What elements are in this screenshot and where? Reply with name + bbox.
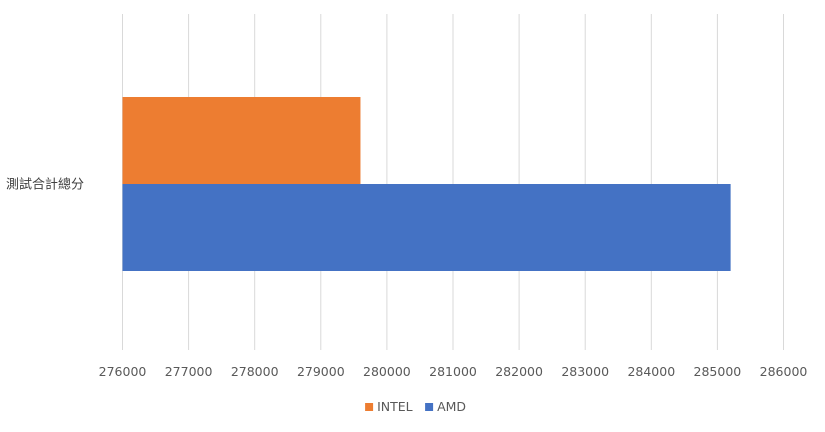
x-axis: 276000 277000 278000 279000 280000 281000 2820… [99, 364, 808, 379]
x-tick-label: 286000 [760, 364, 808, 379]
legend-swatch-amd [425, 403, 434, 411]
legend: INTEL AMD [365, 399, 466, 414]
bar-amd [122, 184, 731, 271]
x-tick-label: 283000 [561, 364, 609, 379]
x-tick-label: 277000 [165, 364, 213, 379]
x-tick-label: 282000 [495, 364, 543, 379]
legend-label-amd: AMD [437, 399, 466, 414]
y-axis: 測試合計總分 [6, 177, 84, 193]
x-tick-label: 285000 [694, 364, 742, 379]
legend-swatch-intel [365, 403, 374, 411]
legend-label-intel: INTEL [377, 399, 413, 414]
x-tick-label: 279000 [297, 364, 345, 379]
x-tick-label: 280000 [363, 364, 411, 379]
x-tick-label: 284000 [627, 364, 675, 379]
category-label: 測試合計總分 [6, 177, 84, 193]
bar-intel [122, 97, 361, 184]
x-tick-label: 276000 [99, 364, 147, 379]
x-tick-label: 281000 [429, 364, 477, 379]
gridlines [122, 14, 784, 350]
x-tick-label: 278000 [231, 364, 279, 379]
bars [122, 97, 731, 271]
